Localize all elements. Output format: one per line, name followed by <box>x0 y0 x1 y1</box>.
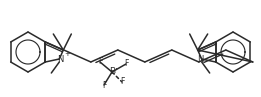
Text: B: B <box>109 68 115 77</box>
Text: +: + <box>64 51 70 57</box>
Text: F: F <box>98 58 102 67</box>
Text: N: N <box>198 55 204 64</box>
Text: F: F <box>124 59 128 68</box>
Text: N: N <box>57 55 63 64</box>
Text: F: F <box>102 81 106 90</box>
Text: F: F <box>120 78 124 87</box>
Text: ·: · <box>116 64 118 74</box>
